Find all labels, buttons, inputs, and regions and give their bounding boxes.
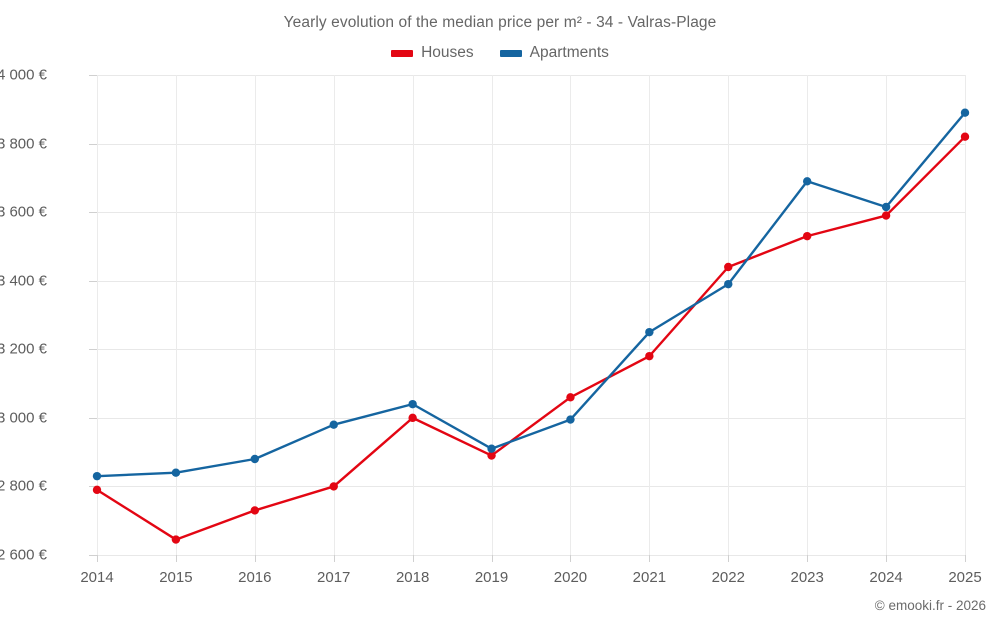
gridline-horizontal (97, 417, 965, 419)
data-point-apartments-2024[interactable] (881, 202, 891, 212)
gridline-vertical (175, 75, 177, 555)
data-point-houses-2017[interactable] (329, 482, 338, 491)
data-point-apartments-2021[interactable] (645, 327, 654, 337)
legend-swatch-houses-icon (391, 49, 414, 57)
data-point-houses-2024[interactable] (881, 211, 891, 220)
data-point-houses-2023[interactable] (802, 231, 812, 241)
data-point-houses-2019[interactable] (487, 451, 496, 460)
y-tick-label: 2 800 € (0, 477, 47, 495)
data-point-houses-2015[interactable] (171, 535, 181, 544)
data-point-houses-2021[interactable] (645, 351, 654, 361)
x-tick-label: 2022 (711, 569, 745, 586)
y-tick-label: 3 000 € (0, 409, 47, 427)
gridline-vertical (333, 75, 335, 555)
y-tick-mark (89, 75, 97, 76)
y-tick-mark (89, 349, 97, 351)
y-tick-label: 3 600 € (0, 203, 47, 221)
x-tick-mark (97, 555, 98, 562)
y-tick-label: 4 000 € (0, 66, 47, 84)
x-tick-label: 2017 (317, 569, 351, 586)
series-line-houses (95, 135, 967, 541)
x-tick-label: 2014 (80, 569, 114, 586)
x-tick-mark (965, 555, 966, 562)
x-tick-mark (254, 555, 256, 562)
x-tick-label: 2023 (790, 569, 824, 586)
x-tick-mark (649, 555, 651, 562)
plot-area: 4 000 € 3 800 € 3 600 € 3 400 € 3 200 € 3 000… (0, 67, 982, 587)
x-tick-mark (728, 555, 730, 562)
x-tick-label: 2018 (395, 569, 430, 586)
gridline-vertical (886, 75, 888, 555)
gridline-vertical (570, 75, 572, 555)
data-point-houses-2016[interactable] (250, 506, 260, 515)
data-point-apartments-2023[interactable] (802, 177, 812, 186)
gridline-horizontal (97, 349, 965, 351)
y-tick-mark (89, 486, 97, 488)
data-point-apartments-2015[interactable] (171, 468, 181, 477)
gridline-horizontal (97, 555, 965, 556)
data-point-apartments-2016[interactable] (250, 454, 260, 464)
gridline-vertical (728, 75, 730, 555)
gridline-horizontal (97, 143, 965, 145)
gridline-vertical (649, 75, 651, 555)
x-tick-label: 2016 (238, 569, 272, 586)
y-tick-mark (89, 143, 97, 145)
data-point-apartments-2020[interactable] (566, 415, 575, 424)
gridline-vertical (412, 75, 414, 555)
legend-swatch-apartments-icon (499, 49, 522, 57)
y-tick-mark (89, 280, 97, 282)
x-tick-mark (333, 555, 335, 562)
data-point-apartments-2019[interactable] (487, 444, 496, 453)
gridline-vertical (965, 75, 966, 555)
x-tick-mark (807, 555, 809, 562)
gridline-horizontal (97, 486, 965, 488)
x-tick-label: 2024 (869, 569, 903, 586)
x-tick-label: 2019 (474, 569, 509, 586)
legend-label-houses: Houses (421, 44, 474, 61)
x-tick-mark (491, 555, 493, 562)
chart-title: Yearly evolution of the median price per… (283, 14, 717, 31)
legend-label-apartments: Apartments (529, 44, 609, 61)
x-tick-mark (412, 555, 414, 562)
x-tick-label: 2015 (159, 569, 193, 586)
data-point-apartments-2014[interactable] (92, 471, 102, 481)
x-tick-mark (175, 555, 177, 562)
series-line-apartments (95, 111, 967, 478)
x-tick-label: 2021 (632, 569, 667, 586)
y-tick-label: 3 200 € (0, 340, 47, 358)
data-point-houses-2014[interactable] (92, 485, 102, 495)
footer-credit: © emooki.fr - 2026 (874, 598, 986, 613)
data-point-houses-2025[interactable] (960, 132, 970, 141)
gridline-horizontal (97, 212, 965, 214)
data-point-apartments-2025[interactable] (960, 108, 970, 117)
x-tick-mark (886, 555, 888, 562)
gridline-horizontal (97, 75, 965, 76)
legend-item-apartments[interactable]: Apartments (499, 44, 609, 62)
data-point-houses-2022[interactable] (724, 262, 733, 272)
gridline-vertical (491, 75, 493, 555)
data-point-apartments-2022[interactable] (724, 279, 733, 289)
data-point-apartments-2017[interactable] (329, 420, 338, 429)
data-point-apartments-2018[interactable] (408, 399, 417, 409)
series-layer (92, 108, 970, 544)
gridline-vertical (97, 75, 98, 555)
chart-legend: Houses Apartments (0, 44, 1000, 62)
legend-item-houses[interactable]: Houses (391, 44, 474, 62)
x-tick-label: 2025 (948, 569, 982, 586)
gridline-vertical (254, 75, 256, 555)
y-tick-mark (89, 417, 97, 419)
y-tick-label: 3 400 € (0, 272, 47, 290)
data-point-houses-2020[interactable] (566, 393, 575, 402)
gridline-vertical (807, 75, 809, 555)
y-tick-mark (89, 555, 97, 556)
gridline-horizontal (97, 280, 965, 282)
y-tick-label: 3 800 € (0, 135, 47, 153)
x-tick-mark (570, 555, 572, 562)
x-tick-label: 2020 (553, 569, 588, 586)
y-tick-label: 2 600 € (0, 546, 47, 564)
y-tick-mark (89, 212, 97, 214)
data-point-houses-2018[interactable] (408, 413, 417, 423)
